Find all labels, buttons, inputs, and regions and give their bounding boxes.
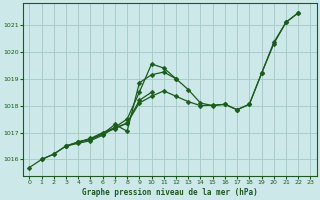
X-axis label: Graphe pression niveau de la mer (hPa): Graphe pression niveau de la mer (hPa)	[82, 188, 258, 197]
